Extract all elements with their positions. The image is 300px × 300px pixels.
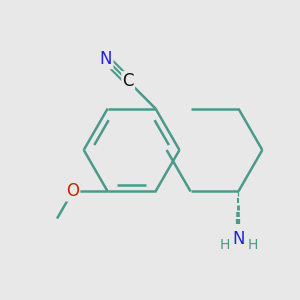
Text: H: H bbox=[247, 238, 258, 252]
Text: H: H bbox=[219, 238, 230, 252]
Text: O: O bbox=[66, 182, 79, 200]
Text: N: N bbox=[232, 230, 244, 248]
Text: N: N bbox=[100, 50, 112, 68]
Text: C: C bbox=[122, 72, 134, 90]
